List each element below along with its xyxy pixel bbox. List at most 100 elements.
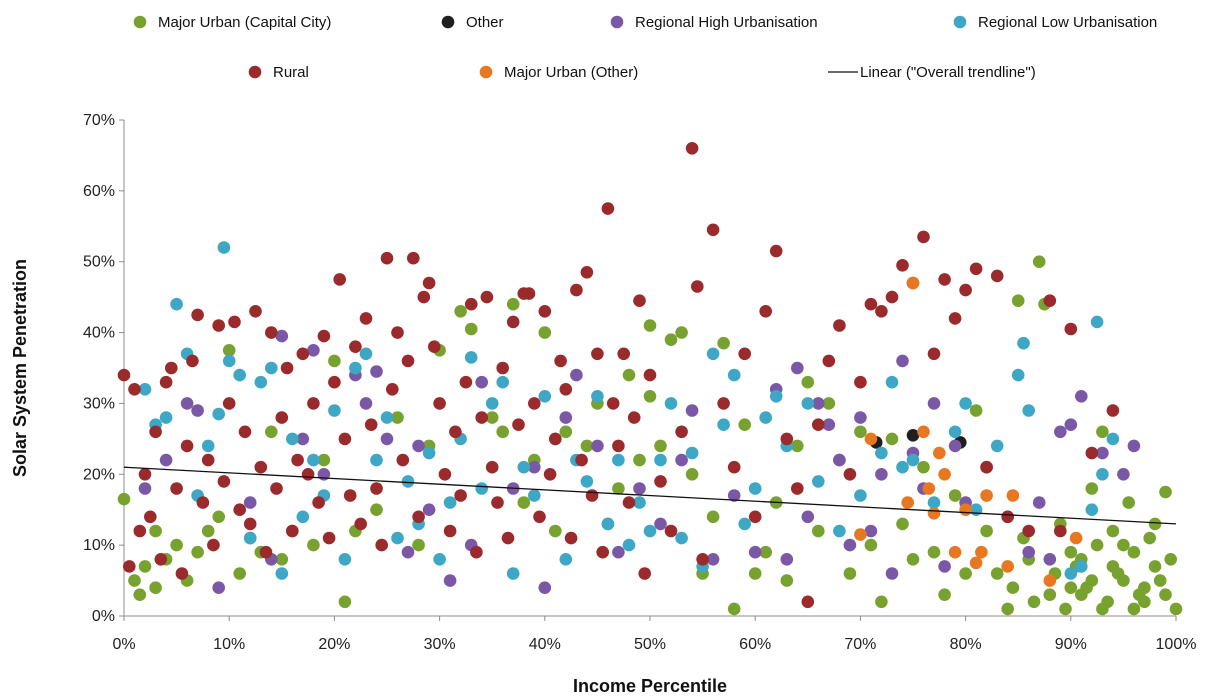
data-point: [238, 425, 252, 439]
y-axis-ticks: 0% 10% 20% 30% 40% 50% 60% 70%: [83, 112, 124, 625]
data-point: [948, 439, 962, 453]
data-point: [359, 347, 373, 361]
data-point: [470, 545, 483, 559]
y-tick-label: 10%: [83, 537, 115, 554]
data-point: [738, 517, 751, 531]
data-point: [927, 507, 941, 520]
data-point: [191, 404, 204, 417]
data-point: [654, 517, 667, 531]
data-point: [1106, 560, 1120, 573]
data-point: [990, 567, 1004, 580]
data-point: [706, 347, 720, 361]
data-point: [601, 202, 615, 215]
data-point: [522, 287, 536, 300]
data-point: [475, 482, 489, 495]
data-point: [591, 390, 604, 403]
data-point: [570, 368, 583, 382]
data-point: [359, 312, 373, 325]
data-point: [354, 517, 368, 531]
x-axis-title: Income Percentile: [573, 676, 727, 696]
data-point: [180, 439, 194, 453]
data-point: [980, 489, 993, 502]
data-point: [543, 468, 557, 481]
data-point: [1022, 545, 1035, 559]
data-point: [875, 468, 888, 481]
trendline-group: [123, 466, 1177, 525]
data-point: [154, 553, 168, 566]
data-point: [854, 375, 867, 389]
data-point: [554, 354, 567, 368]
legend-marker: [133, 15, 147, 29]
data-point: [812, 475, 825, 488]
data-point: [286, 432, 299, 446]
data-point: [1054, 425, 1067, 439]
data-point: [638, 567, 651, 580]
data-point: [391, 531, 404, 545]
data-point: [1117, 468, 1130, 481]
data-point: [896, 517, 909, 531]
data-point: [144, 510, 157, 524]
data-point: [854, 528, 867, 541]
data-point: [596, 545, 609, 559]
data-point: [123, 560, 136, 573]
data-point: [1001, 560, 1014, 573]
data-point: [906, 553, 920, 566]
data-point: [370, 503, 383, 516]
data-point: [422, 446, 436, 460]
data-point: [633, 453, 646, 467]
data-point: [727, 460, 741, 474]
data-point: [896, 259, 909, 272]
data-point: [927, 397, 941, 410]
data-point: [133, 588, 147, 601]
x-tick-label: 40%: [529, 636, 561, 653]
legend: Major Urban (Capital City) Other Regional …: [133, 14, 1157, 81]
data-point: [643, 368, 657, 382]
trendline: [123, 466, 1177, 525]
data-point: [375, 538, 389, 552]
data-point: [927, 496, 941, 509]
data-point: [791, 439, 804, 453]
y-axis-title: Solar System Penetration: [10, 259, 30, 477]
data-point: [927, 545, 941, 559]
data-point: [1022, 524, 1035, 538]
data-point: [228, 315, 241, 329]
legend-label: Major Urban (Other): [504, 64, 638, 81]
data-point: [396, 453, 410, 467]
data-point: [275, 329, 289, 343]
data-point: [165, 361, 178, 375]
data-point: [885, 290, 899, 304]
data-point: [675, 425, 688, 439]
data-point: [307, 344, 320, 357]
data-point: [706, 553, 720, 566]
data-point: [233, 368, 246, 382]
data-point: [180, 397, 194, 410]
data-point: [1148, 560, 1162, 573]
data-point: [980, 460, 993, 474]
data-point: [864, 524, 878, 538]
data-point: [948, 312, 962, 325]
data-point: [885, 567, 899, 580]
data-point: [364, 418, 378, 432]
data-point: [948, 489, 962, 502]
data-point: [280, 361, 294, 375]
y-tick-label: 40%: [83, 325, 115, 342]
data-point: [1075, 588, 1088, 601]
data-point: [138, 468, 152, 481]
data-point: [328, 404, 341, 417]
data-point: [1032, 496, 1046, 509]
data-point: [664, 397, 678, 410]
x-tick-label: 90%: [1055, 636, 1087, 653]
data-point: [864, 432, 878, 446]
data-point: [243, 517, 257, 531]
plot-area: 0% 10% 20% 30% 40% 50% 60% 70% 0% 10% 20% 30% 40% 50…: [83, 112, 1196, 653]
data-point: [685, 446, 699, 460]
data-point: [496, 361, 510, 375]
data-point: [254, 375, 268, 389]
data-point: [475, 375, 489, 389]
data-point: [1064, 581, 1078, 594]
data-point: [559, 425, 573, 439]
legend-item-regional-low-urbanisation: Regional Low Urbanisation: [953, 14, 1157, 31]
data-point: [612, 545, 625, 559]
data-point: [212, 319, 225, 332]
data-point: [349, 340, 362, 354]
